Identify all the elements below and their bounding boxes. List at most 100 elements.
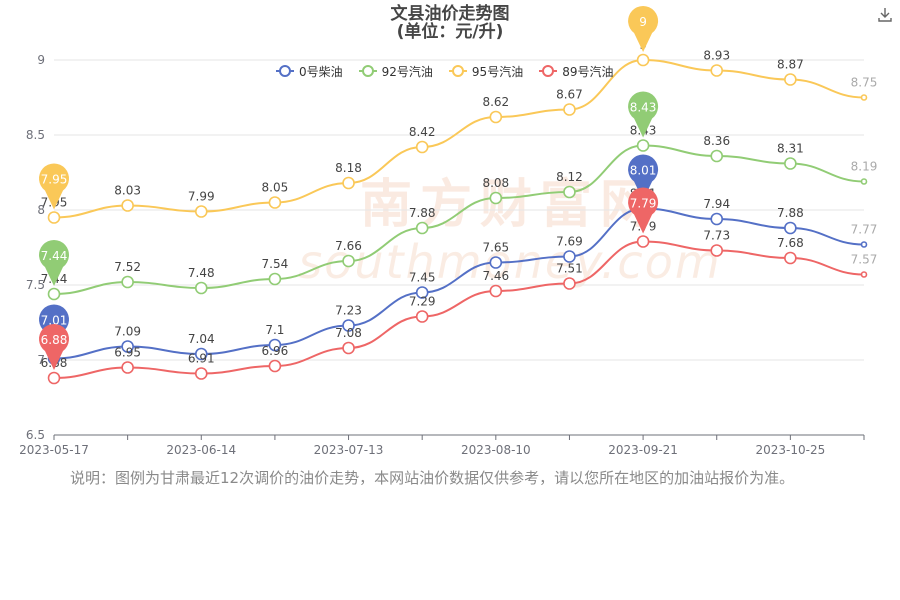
line-chart: 南方财富网southmoney.com6.577.588.592023-05-1… (19, 6, 878, 457)
pin-marker (628, 91, 659, 138)
data-point (47, 371, 61, 385)
data-label: 6.95 (114, 346, 141, 360)
legend-swatch (276, 65, 294, 77)
pin-marker (39, 163, 70, 210)
data-label: 7.88 (777, 206, 804, 220)
pin-marker (628, 187, 659, 234)
pin-marker-label: 7.01 (41, 314, 68, 328)
data-label: 7.94 (703, 197, 730, 211)
data-label: 7.51 (556, 262, 583, 276)
legend-label: 92号汽油 (381, 64, 433, 79)
pin-marker (39, 324, 70, 370)
data-label: 7.99 (188, 190, 215, 204)
download-icon[interactable] (876, 6, 894, 24)
data-label: 7.46 (482, 269, 509, 283)
data-label: 7.23 (335, 304, 362, 318)
legend-label: 95号汽油 (471, 64, 524, 79)
data-label: 7.66 (335, 239, 362, 253)
data-label: 8.93 (703, 49, 730, 63)
data-label: 8.75 (851, 76, 878, 90)
data-label: 7.68 (777, 236, 804, 250)
y-tick-label: 8.5 (26, 128, 45, 142)
data-point (268, 359, 282, 373)
data-label: 8.31 (777, 142, 804, 156)
chart-title: 文县油价走势图 (390, 4, 510, 24)
chart-legend: 0号柴油 92号汽油 95号汽油 89号汽油 (276, 63, 613, 79)
data-point (860, 271, 868, 278)
x-tick-label: 2023-10-25 (755, 443, 825, 457)
watermark-text: 南方财富网 (360, 175, 660, 235)
y-tick-label: 7.5 (26, 278, 45, 292)
legend-swatch (539, 65, 558, 77)
data-point (415, 221, 429, 235)
y-tick-label: 6.5 (26, 428, 45, 442)
data-point (121, 340, 134, 353)
data-label: 8.18 (335, 161, 362, 175)
legend-item-diesel-0[interactable]: 0号柴油 (276, 63, 343, 79)
data-point (194, 367, 208, 380)
data-label: 8.03 (114, 184, 141, 198)
data-point (342, 341, 355, 355)
legend-item-gas-95[interactable]: 95号汽油 (448, 63, 524, 79)
data-label: 7.52 (114, 260, 141, 274)
data-point (47, 211, 61, 224)
data-label: 7.08 (335, 326, 362, 340)
data-point (636, 235, 650, 248)
data-point (784, 157, 797, 170)
data-label: 7.54 (262, 257, 289, 271)
x-tick-label: 2023-08-10 (461, 443, 531, 457)
data-point (121, 199, 134, 212)
x-tick-label: 2023-05-17 (19, 443, 89, 457)
legend-item-gas-89[interactable]: 89号汽油 (539, 63, 613, 79)
data-label: 7.1 (265, 323, 284, 337)
data-point (47, 287, 61, 301)
data-point (489, 284, 503, 298)
pin-marker (628, 154, 659, 201)
data-label: 8.19 (851, 160, 878, 174)
data-point (268, 338, 282, 352)
legend-item-gas-92[interactable]: 92号汽油 (358, 63, 433, 79)
data-point (415, 310, 429, 323)
data-point (489, 191, 503, 205)
data-point (710, 64, 724, 77)
disclaimer-note: 说明：图例为甘肃最近12次调价的油价走势，本网站油价数据仅供参考，请以您所在地区… (70, 469, 795, 487)
legend-label: 0号柴油 (299, 64, 343, 79)
data-point (342, 176, 355, 190)
data-point (415, 140, 429, 154)
data-label: 7.29 (409, 295, 436, 309)
legend-label: 89号汽油 (562, 64, 614, 79)
data-point (121, 275, 134, 289)
data-label: 7.45 (409, 271, 436, 285)
legend-swatch (358, 65, 377, 77)
chart-area: 南方财富网 southmoney.com 6.5 7 7.5 8 8.5 9 2023-05-1… (19, 4, 894, 457)
data-point (489, 110, 503, 124)
data-label: 6.91 (188, 352, 215, 366)
data-point (710, 244, 724, 257)
data-label: 8.05 (262, 181, 289, 195)
data-label: 8.87 (777, 58, 804, 72)
data-label: 7.04 (188, 332, 215, 346)
data-point (860, 241, 868, 248)
y-tick-label: 9 (37, 53, 45, 67)
data-point (563, 250, 576, 263)
pin-marker-label: 7.79 (630, 197, 657, 211)
data-label: 7.69 (556, 235, 583, 249)
data-point (784, 251, 797, 265)
data-point (415, 286, 429, 299)
pin-marker-label: 8.43 (630, 101, 657, 115)
data-label: 7.48 (188, 266, 215, 280)
data-point (784, 73, 797, 86)
y-tick-label: 7 (37, 353, 45, 367)
data-point (860, 94, 868, 101)
data-label: 7.88 (409, 206, 436, 220)
data-label: 6.96 (262, 344, 289, 358)
pin-marker-label: 7.95 (41, 173, 68, 187)
data-label: 8.12 (556, 170, 583, 184)
x-tick-label: 2023-09-21 (608, 443, 678, 457)
pin-marker (628, 6, 659, 52)
data-point (563, 185, 576, 199)
data-point (784, 221, 797, 235)
data-point (342, 254, 355, 268)
data-label: 7.77 (851, 223, 878, 237)
data-point (194, 205, 208, 218)
